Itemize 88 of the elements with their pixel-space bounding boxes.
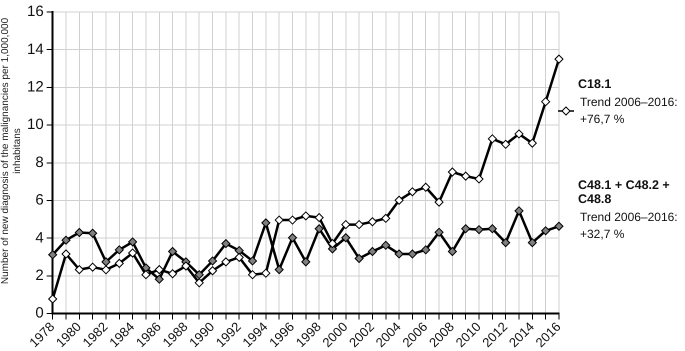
point — [421, 182, 430, 192]
point — [541, 226, 550, 236]
point — [221, 239, 230, 248]
point — [114, 258, 124, 268]
point — [62, 249, 71, 258]
point — [381, 214, 390, 223]
y-tick-label: 12 — [26, 78, 44, 96]
point — [368, 217, 377, 226]
point — [474, 225, 484, 234]
point — [101, 257, 110, 266]
point — [181, 262, 190, 271]
point — [461, 224, 470, 234]
point — [301, 211, 310, 220]
point — [154, 274, 164, 284]
point — [328, 239, 337, 248]
point — [221, 257, 230, 266]
point — [128, 237, 138, 246]
point — [168, 247, 178, 256]
point — [234, 252, 244, 262]
point — [194, 270, 204, 280]
point — [408, 187, 417, 196]
point — [501, 238, 510, 248]
y-tick-label: 0 — [35, 304, 44, 322]
point — [48, 250, 58, 260]
point — [314, 224, 324, 234]
point — [341, 233, 350, 242]
point — [394, 249, 404, 258]
point — [114, 245, 124, 254]
text: Trend 2006–2016: +32,7 % — [580, 209, 679, 244]
point — [488, 224, 497, 234]
point — [421, 245, 430, 254]
point — [474, 174, 484, 184]
point — [354, 220, 364, 230]
point — [554, 54, 564, 64]
point — [368, 247, 377, 256]
point — [501, 140, 510, 149]
point — [88, 262, 98, 272]
point — [514, 129, 524, 138]
point — [448, 167, 457, 176]
point — [74, 265, 84, 274]
point — [62, 236, 71, 245]
point — [301, 257, 310, 266]
point — [528, 138, 537, 148]
point — [394, 196, 404, 205]
point — [461, 172, 470, 181]
point — [261, 268, 270, 278]
point — [288, 233, 298, 242]
point — [141, 270, 150, 280]
point — [128, 248, 138, 258]
point — [528, 238, 537, 248]
point — [434, 228, 444, 237]
y-tick-label: 8 — [35, 154, 44, 171]
point — [554, 222, 564, 231]
point — [274, 216, 284, 225]
point — [381, 240, 390, 250]
point — [514, 206, 524, 216]
y-axis-title: Number of new diagnosis of the malignancies per 1,000,000 inhabitans — [0, 16, 24, 286]
point — [194, 278, 204, 288]
text: Trend 2006–2016: +76,7 % — [580, 94, 679, 128]
point — [274, 265, 284, 274]
point — [101, 265, 110, 274]
y-tick-label: 16 — [26, 3, 44, 20]
y-tick-label: 6 — [35, 192, 44, 209]
point — [354, 254, 364, 263]
point — [314, 213, 324, 222]
point — [208, 266, 218, 276]
point — [74, 228, 84, 237]
point — [248, 256, 258, 266]
point — [208, 256, 218, 266]
point — [288, 216, 298, 225]
point — [408, 249, 417, 258]
point — [341, 220, 350, 230]
point — [154, 265, 164, 274]
point — [88, 228, 98, 238]
point — [248, 270, 258, 280]
point — [434, 198, 444, 207]
y-tick-label: 2 — [35, 266, 44, 284]
y-tick-label: 4 — [35, 229, 44, 246]
point — [448, 247, 457, 256]
series-label: C48.1 + C48.2 + C48.8 — [578, 178, 671, 206]
point — [261, 218, 270, 228]
y-tick-label: 10 — [26, 116, 44, 134]
point — [541, 97, 550, 106]
series-label: C18.1 — [578, 77, 612, 92]
y-tick-label: 14 — [26, 40, 44, 58]
point — [48, 294, 58, 304]
point — [488, 134, 497, 144]
point — [168, 269, 178, 278]
